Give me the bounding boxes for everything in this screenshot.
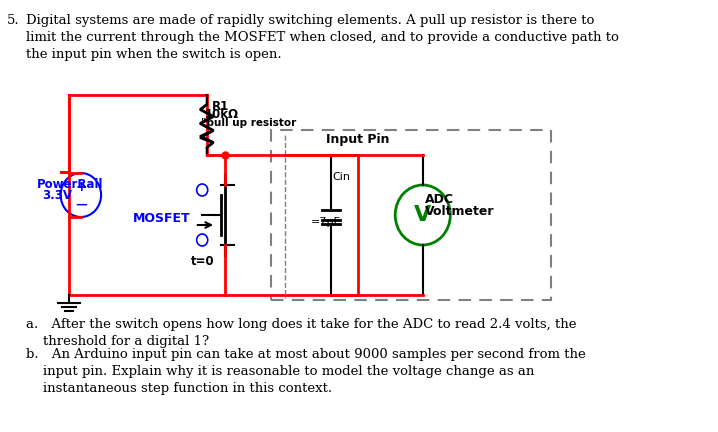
Bar — [271, 130, 551, 300]
Text: =7pF: =7pF — [311, 217, 340, 227]
Text: MOSFET: MOSFET — [134, 212, 191, 225]
Text: 3.3V: 3.3V — [42, 189, 73, 202]
Text: "pull up resistor: "pull up resistor — [201, 118, 297, 128]
Text: t=0: t=0 — [191, 255, 215, 268]
Text: 5.: 5. — [7, 14, 20, 27]
Text: −: − — [74, 196, 88, 214]
Text: +: + — [75, 180, 87, 194]
Text: Cin: Cin — [332, 172, 350, 182]
Text: Input Pin: Input Pin — [326, 133, 390, 146]
Text: 10kΩ: 10kΩ — [205, 108, 239, 121]
Text: R1: R1 — [211, 100, 228, 113]
Text: PowerRail: PowerRail — [37, 178, 103, 191]
Text: V: V — [414, 205, 432, 225]
Text: b. An Arduino input pin can take at most about 9000 samples per second from the
: b. An Arduino input pin can take at most… — [26, 348, 585, 395]
Text: ADC: ADC — [424, 193, 454, 206]
Text: a. After the switch opens how long does it take for the ADC to read 2.4 volts, t: a. After the switch opens how long does … — [26, 318, 577, 348]
Text: Digital systems are made of rapidly switching elements. A pull up resistor is th: Digital systems are made of rapidly swit… — [26, 14, 619, 61]
Text: Voltmeter: Voltmeter — [424, 205, 494, 218]
